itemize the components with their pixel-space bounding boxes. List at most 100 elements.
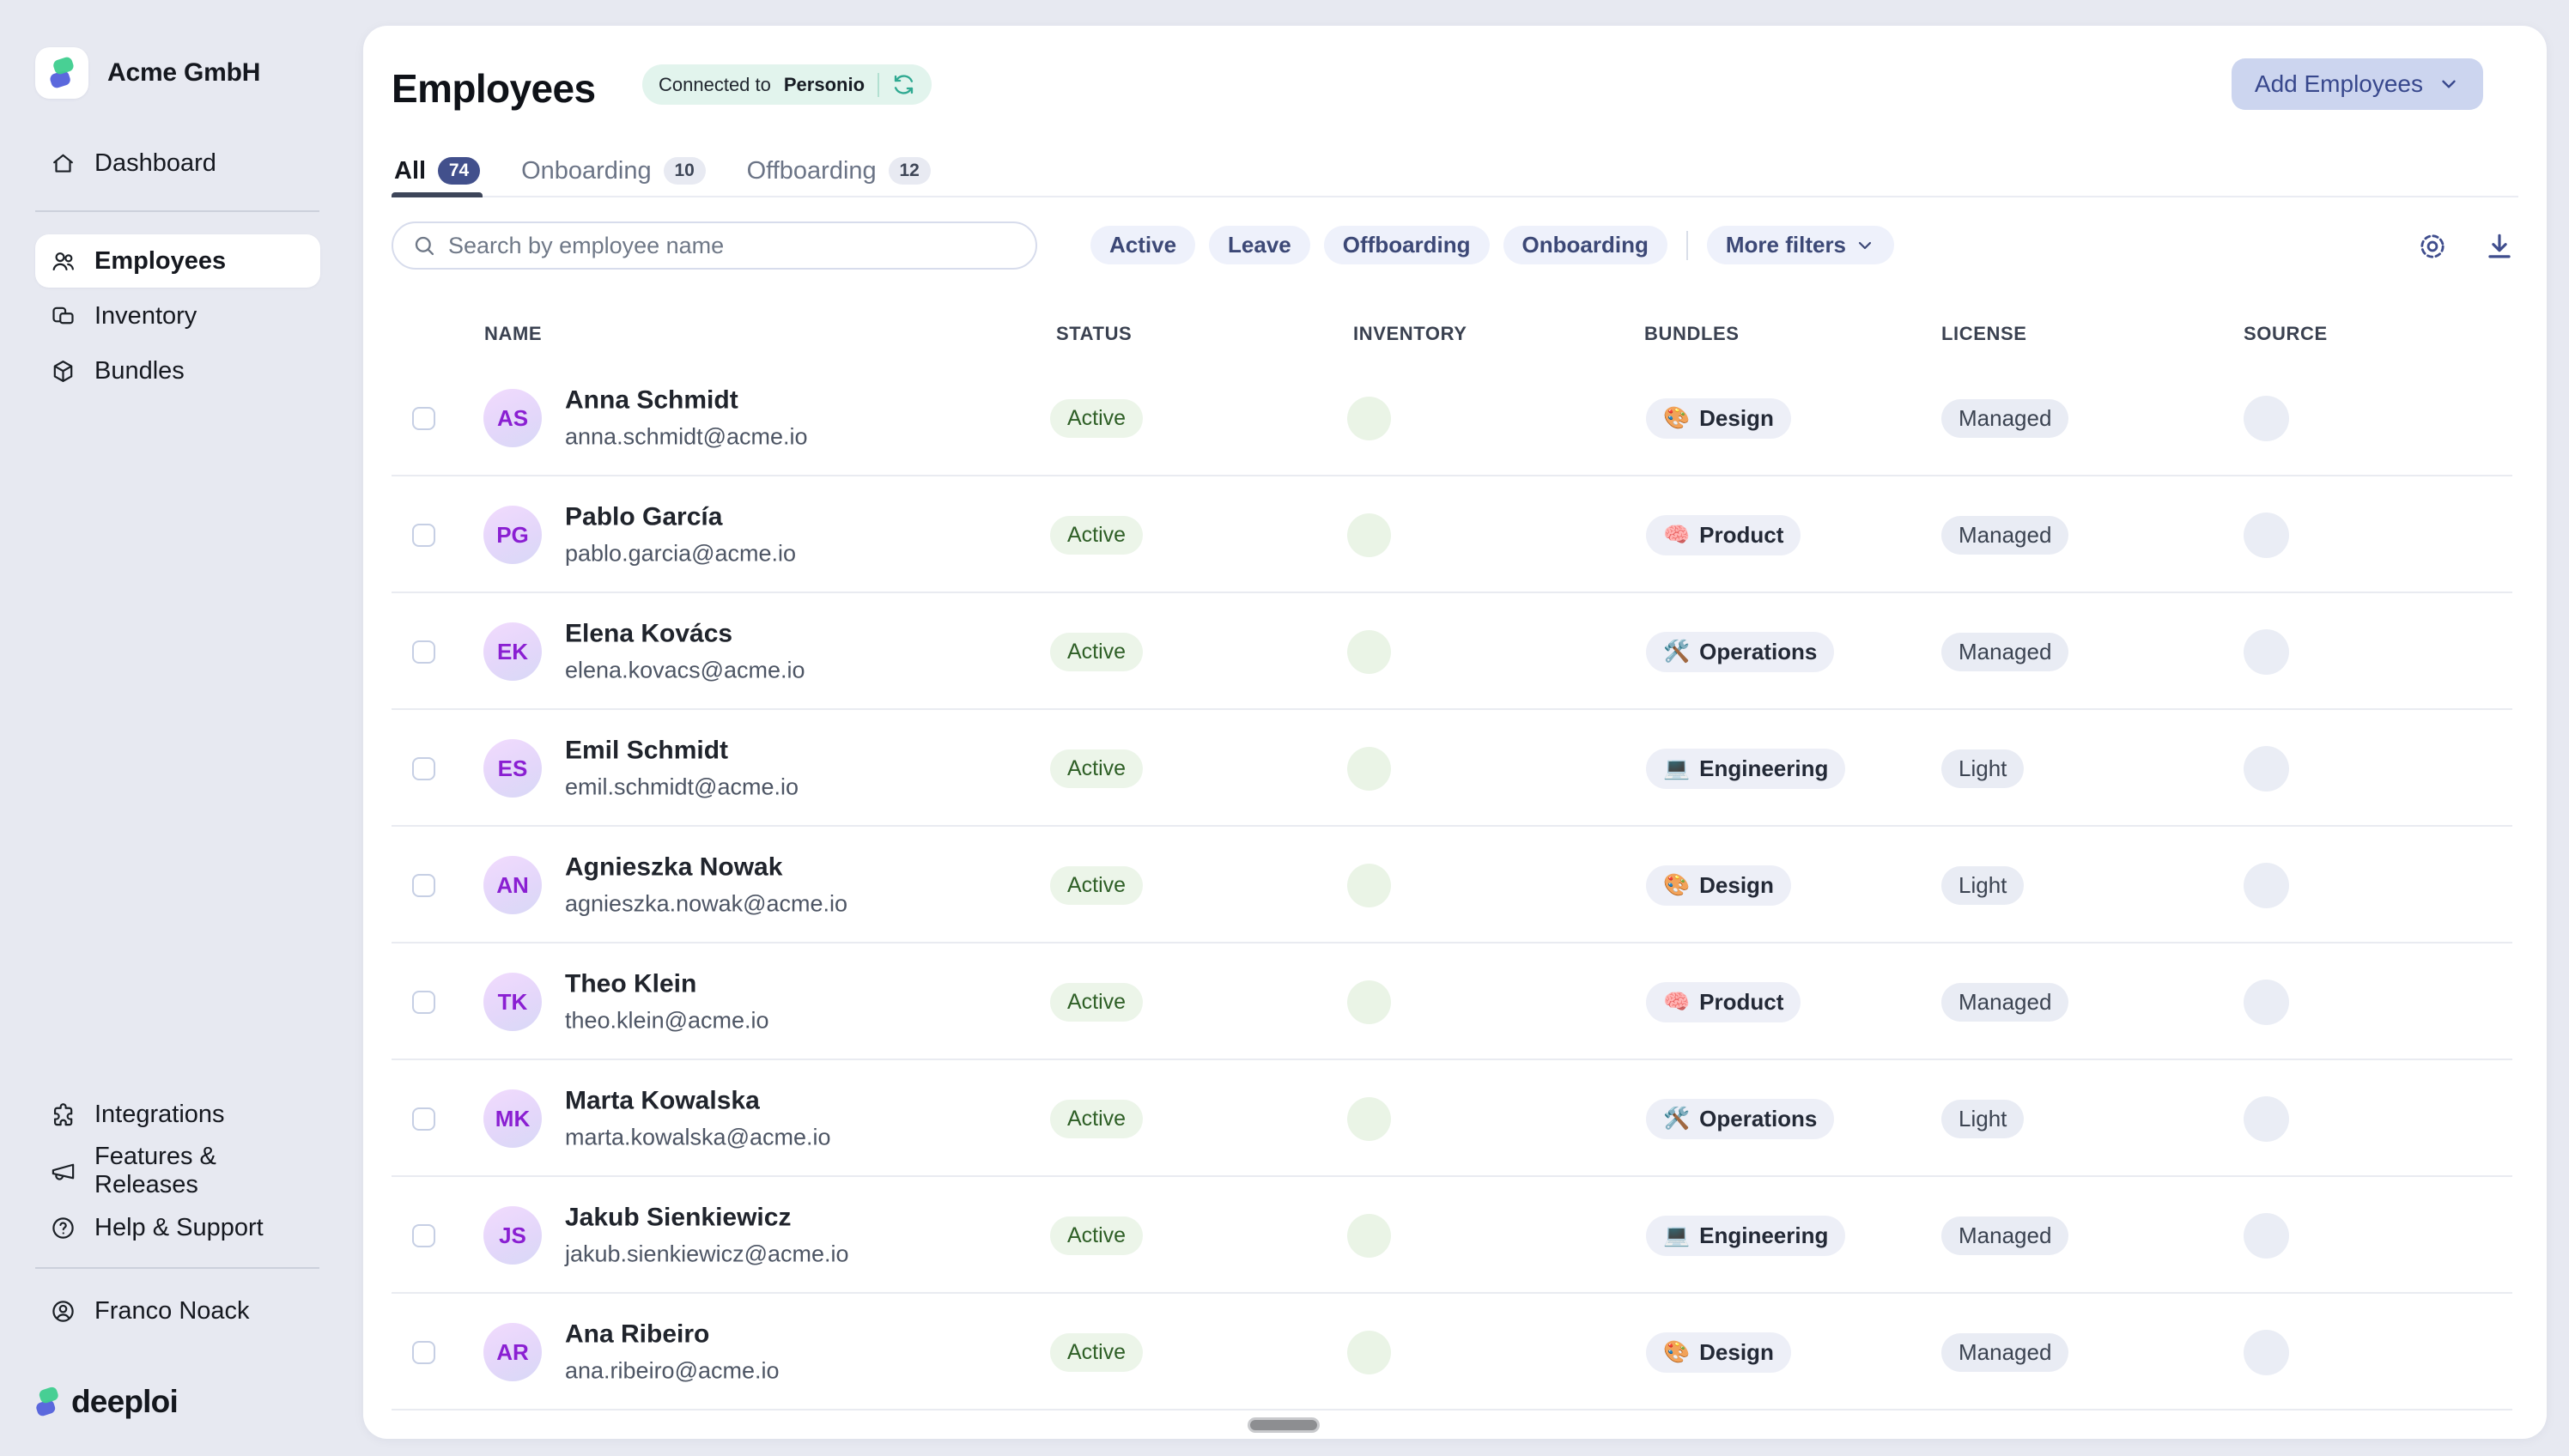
filter-chip-label: Onboarding <box>1521 232 1649 258</box>
sidebar-item-inventory[interactable]: Inventory <box>35 289 320 343</box>
table-row[interactable]: AS Anna Schmidt anna.schmidt@acme.io Act… <box>363 360 2547 476</box>
package-icon <box>50 358 76 385</box>
row-checkbox[interactable] <box>412 1107 435 1131</box>
inventory-cell[interactable] <box>1347 1331 1391 1374</box>
sidebar-item-dashboard[interactable]: Dashboard <box>35 136 320 190</box>
bundle-badge: 🎨 Design <box>1646 398 1791 439</box>
row-checkbox[interactable] <box>412 407 435 430</box>
inventory-cell[interactable] <box>1347 980 1391 1024</box>
row-checkbox[interactable] <box>412 757 435 780</box>
deeploi-logo-icon <box>34 1386 60 1418</box>
bundle-label: Product <box>1699 522 1784 548</box>
filter-chip-label: Active <box>1109 232 1177 258</box>
inventory-cell[interactable] <box>1347 630 1391 674</box>
employee-name: Marta Kowalska <box>565 1086 760 1115</box>
source-cell <box>2244 746 2289 792</box>
sidebar-item-features-releases[interactable]: Features & Releases <box>35 1143 320 1198</box>
horizontal-scrollbar-thumb[interactable] <box>1248 1417 1320 1433</box>
row-checkbox[interactable] <box>412 991 435 1014</box>
bundle-emoji-icon: 🛠️ <box>1663 1107 1691 1131</box>
inventory-cell[interactable] <box>1347 1097 1391 1141</box>
table-row[interactable]: ES Emil Schmidt emil.schmidt@acme.io Act… <box>363 710 2547 827</box>
tab-onboarding[interactable]: Onboarding 10 <box>519 146 708 196</box>
employee-name: Anna Schmidt <box>565 385 738 415</box>
add-employees-label: Add Employees <box>2254 70 2423 97</box>
sidebar-item-employees[interactable]: Employees <box>35 234 320 288</box>
license-badge: Managed <box>1941 516 2069 555</box>
filter-chip-onboarding[interactable]: Onboarding <box>1503 226 1667 264</box>
bundle-label: Product <box>1699 989 1784 1015</box>
sidebar-item-help-support[interactable]: Help & Support <box>35 1201 320 1254</box>
tab-count-badge: 74 <box>438 157 481 185</box>
table-row[interactable]: JS Jakub Sienkiewicz jakub.sienkiewicz@a… <box>363 1177 2547 1294</box>
status-badge: Active <box>1050 516 1144 555</box>
add-employees-button[interactable]: Add Employees <box>2231 58 2483 110</box>
filter-chip-active[interactable]: Active <box>1090 226 1196 264</box>
column-header-status: STATUS <box>1056 323 1133 344</box>
table-row[interactable]: TK Theo Klein theo.klein@acme.io Active … <box>363 943 2547 1060</box>
table-row[interactable]: EK Elena Kovács elena.kovacs@acme.io Act… <box>363 593 2547 710</box>
bundle-emoji-icon: 🧠 <box>1663 523 1691 547</box>
toolbar: Active Leave Offboarding Onboarding More… <box>392 221 2518 270</box>
user-circle-icon <box>50 1298 76 1325</box>
sidebar-nav-user: Franco Noack <box>35 1284 320 1338</box>
inventory-cell[interactable] <box>1347 1214 1391 1258</box>
inventory-cell[interactable] <box>1347 747 1391 791</box>
status-badge: Active <box>1050 1100 1144 1138</box>
bundle-badge: 🧠 Product <box>1646 982 1801 1022</box>
tab-bar: All 74 Onboarding 10 Offboarding 12 <box>392 146 2518 197</box>
row-checkbox[interactable] <box>412 524 435 547</box>
bundle-badge: 🧠 Product <box>1646 515 1801 555</box>
bundle-emoji-icon: 🧠 <box>1663 990 1691 1014</box>
sidebar-item-label: Employees <box>94 246 227 275</box>
row-checkbox[interactable] <box>412 640 435 664</box>
bundle-badge: 🛠️ Operations <box>1646 632 1835 672</box>
tab-offboarding[interactable]: Offboarding 12 <box>744 146 933 196</box>
employee-name: Pablo García <box>565 502 723 531</box>
inventory-cell[interactable] <box>1347 513 1391 557</box>
puzzle-icon <box>50 1101 76 1128</box>
brand-footer: deeploi <box>34 1384 179 1420</box>
license-badge: Light <box>1941 1100 2025 1138</box>
row-checkbox[interactable] <box>412 1224 435 1247</box>
table-row[interactable]: AR Ana Ribeiro ana.ribeiro@acme.io Activ… <box>363 1294 2547 1410</box>
bundle-emoji-icon: 💻 <box>1663 1223 1691 1247</box>
table-row[interactable]: MK Marta Kowalska marta.kowalska@acme.io… <box>363 1060 2547 1177</box>
employee-email: agnieszka.nowak@acme.io <box>565 890 848 917</box>
status-badge: Active <box>1050 866 1144 905</box>
gear-icon[interactable] <box>2416 230 2449 263</box>
column-header-license: LICENSE <box>1941 323 2027 344</box>
filter-chip-offboarding[interactable]: Offboarding <box>1323 226 1490 264</box>
table-row[interactable]: PG Pablo García pablo.garcia@acme.io Act… <box>363 476 2547 593</box>
refresh-icon[interactable] <box>892 73 915 96</box>
bundle-badge: 🎨 Design <box>1646 865 1791 906</box>
avatar: TK <box>483 973 542 1031</box>
employee-email: theo.klein@acme.io <box>565 1007 769 1034</box>
table-row[interactable]: AN Agnieszka Nowak agnieszka.nowak@acme.… <box>363 827 2547 943</box>
avatar: MK <box>483 1089 542 1148</box>
search-input[interactable] <box>448 232 1017 259</box>
row-checkbox[interactable] <box>412 1341 435 1364</box>
filter-chip-label: Offboarding <box>1342 232 1471 258</box>
sidebar-item-user-account[interactable]: Franco Noack <box>35 1284 320 1338</box>
more-filters-button[interactable]: More filters <box>1706 226 1895 264</box>
sidebar-item-integrations[interactable]: Integrations <box>35 1088 320 1141</box>
row-checkbox[interactable] <box>412 874 435 897</box>
sidebar-nav-main: Employees Inventory Bundles <box>35 234 320 397</box>
inventory-cell[interactable] <box>1347 397 1391 440</box>
license-badge: Managed <box>1941 633 2069 671</box>
company-logo-tile <box>35 47 88 99</box>
tab-count-badge: 12 <box>888 157 931 185</box>
sidebar-item-bundles[interactable]: Bundles <box>35 344 320 397</box>
filter-chip-leave[interactable]: Leave <box>1209 226 1310 264</box>
inventory-cell[interactable] <box>1347 864 1391 907</box>
sidebar-divider <box>35 210 319 212</box>
brand-name: deeploi <box>71 1384 179 1419</box>
employee-name: Agnieszka Nowak <box>565 852 783 882</box>
download-icon[interactable] <box>2483 230 2516 263</box>
tab-label: Onboarding <box>521 156 652 185</box>
sidebar-item-label: Inventory <box>94 301 197 330</box>
connected-prefix: Connected to <box>659 73 771 95</box>
tab-all[interactable]: All 74 <box>392 146 483 197</box>
